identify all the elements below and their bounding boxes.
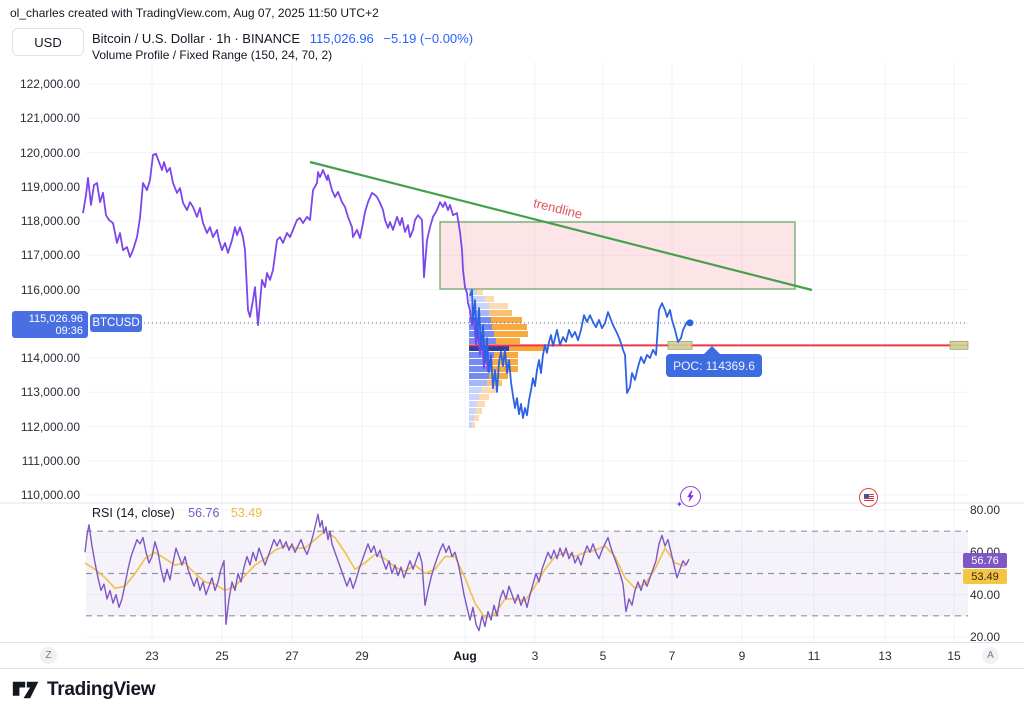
tradingview-logo-text: TradingView xyxy=(47,679,156,700)
last-price-badge: 115,026.96 09:36 xyxy=(12,311,88,338)
price-line-blue xyxy=(469,288,694,419)
rsi-value: 56.76 xyxy=(188,506,220,520)
rsi-band xyxy=(86,530,968,617)
tradingview-logo-mark xyxy=(12,681,39,699)
range-rectangle-drawing xyxy=(439,221,796,290)
symbol-title-row: Bitcoin / U.S. Dollar · 1h · BINANCE 115… xyxy=(92,31,473,46)
rsi-pane-header: RSI (14, close) 56.76 53.49 xyxy=(92,506,262,520)
rsi-axis-label: 80.00 xyxy=(970,503,1001,517)
poc-tooltip-arrow xyxy=(704,346,720,354)
price-axis-label: 120,000.00 xyxy=(19,145,80,160)
last-price-badge-time: 09:36 xyxy=(55,325,83,337)
rsi-title[interactable]: RSI (14, close) xyxy=(92,506,175,520)
time-axis-tick: Aug xyxy=(453,649,477,663)
time-axis-tick: 25 xyxy=(215,649,229,663)
fixed-range-handle xyxy=(949,340,969,350)
indicator-title[interactable]: Volume Profile / Fixed Range (150, 24, 7… xyxy=(92,48,333,62)
time-axis-tick: 7 xyxy=(668,649,676,663)
symbol-title[interactable]: Bitcoin / U.S. Dollar · 1h · BINANCE xyxy=(92,31,301,46)
grid-lines xyxy=(86,62,968,642)
time-axis[interactable]: Z 23 25 27 29 Aug 3 5 7 9 11 13 15 A xyxy=(0,642,1024,669)
rsi-ma-value-badge: 53.49 xyxy=(963,569,1007,584)
poc-tooltip-text: POC: 114369.6 xyxy=(673,358,755,373)
time-axis-tick: 9 xyxy=(738,649,746,663)
time-axis-tick: 11 xyxy=(807,649,821,663)
time-axis-tick: 5 xyxy=(599,649,607,663)
price-axis-label: 110,000.00 xyxy=(20,488,80,502)
poc-tooltip: POC: 114369.6 xyxy=(666,346,762,377)
price-line-purple xyxy=(82,152,489,373)
last-price-value: 115,026.96 xyxy=(309,31,374,46)
last-price-dot xyxy=(686,319,694,327)
price-axis-label: 119,000.00 xyxy=(20,179,80,194)
us-flag-canton xyxy=(863,494,869,498)
rsi-ma-value: 53.49 xyxy=(230,506,263,520)
price-axis-label: 117,000.00 xyxy=(20,248,80,263)
price-axis-label: 111,000.00 xyxy=(21,453,80,468)
fixed-range-handle xyxy=(667,340,693,350)
symbol-tag: BTCUSD xyxy=(90,314,142,332)
price-axis-label: 122,000.00 xyxy=(19,77,80,91)
event-sparkle-icon: ✦ xyxy=(676,500,683,509)
time-axis-tick: 3 xyxy=(531,649,539,663)
trendline-drawing xyxy=(309,160,813,292)
lightning-bolt-glyph xyxy=(687,490,694,503)
price-axis-label: 121,000.00 xyxy=(19,111,80,126)
time-axis-tick: 29 xyxy=(355,649,369,663)
price-axis-label: 113,000.00 xyxy=(20,385,80,400)
auto-scale-button[interactable]: A xyxy=(982,647,999,664)
us-flag-stripes xyxy=(863,494,874,501)
price-axis-label: 112,000.00 xyxy=(20,419,80,434)
tradingview-logo[interactable]: TradingView xyxy=(12,679,156,701)
event-us-flag-icon[interactable] xyxy=(859,488,878,507)
time-axis-tick: 13 xyxy=(878,649,892,663)
attribution-text: ol_charles created with TradingView.com,… xyxy=(10,6,379,20)
time-axis-tick: 15 xyxy=(947,649,961,663)
rsi-axis-label: 40.00 xyxy=(970,587,1001,602)
price-axis-label: 118,000.00 xyxy=(20,214,80,228)
event-lightning-icon[interactable] xyxy=(680,486,701,507)
price-axis-label: 116,000.00 xyxy=(20,282,80,297)
rsi-line-purple xyxy=(84,513,690,632)
currency-button[interactable]: USD xyxy=(12,28,84,56)
rsi-axis-label: 20.00 xyxy=(970,630,1001,644)
last-price-badge-price: 115,026.96 xyxy=(28,313,83,325)
time-axis-tick: 27 xyxy=(285,649,299,663)
time-axis-tick: 23 xyxy=(145,649,159,663)
drawings[interactable] xyxy=(309,160,813,292)
price-change-value: −5.19 (−0.00%) xyxy=(383,31,474,46)
timezone-button[interactable]: Z xyxy=(40,647,57,664)
price-axis-label: 114,000.00 xyxy=(20,351,80,365)
rsi-value-badge: 56.76 xyxy=(963,553,1007,568)
